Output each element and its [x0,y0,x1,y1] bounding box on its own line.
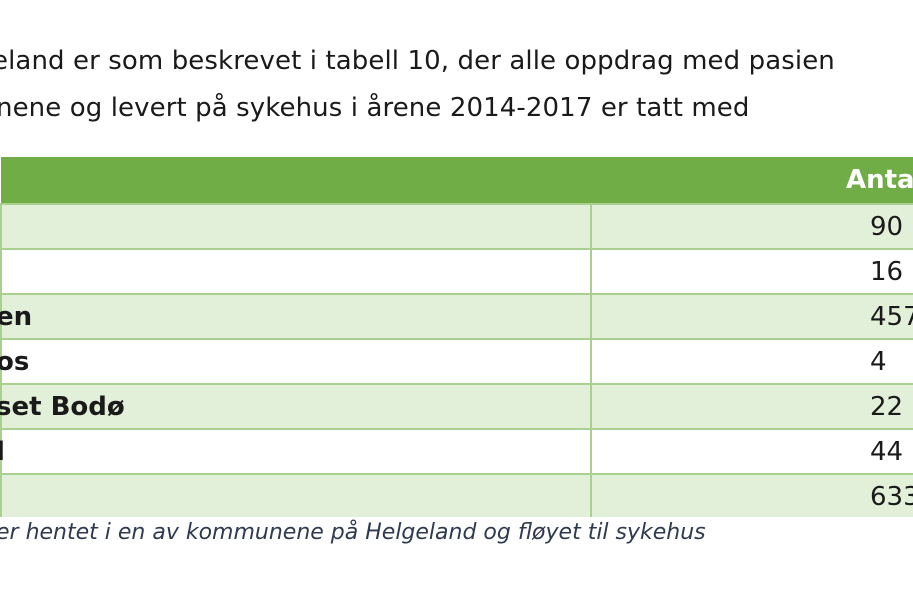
header-cell-name [1,157,591,204]
table-row: 16 [0,248,913,295]
table-row: en 457 [0,293,913,340]
row-name: l [0,436,5,467]
data-table-container: Anta 90 16 en 457 os 4 set Bodø 22 [0,157,913,517]
footnote-text: er hentet i en av kommunene på Helgeland… [0,520,706,545]
intro-line-1: eland er som beskrevet i tabell 10, der … [0,46,835,76]
table-row: l 44 [0,428,913,475]
row-name: set Bodø [0,391,125,422]
data-table: Anta 90 16 en 457 os 4 set Bodø 22 [0,157,913,517]
intro-line-2: nene og levert på sykehus i årene 2014-2… [0,93,750,123]
row-value: 22 [590,383,913,430]
row-value: 4 [590,338,913,385]
row-value: 457 [590,293,913,340]
row-value: 44 [590,428,913,475]
intro-paragraph: eland er som beskrevet i tabell 10, der … [0,38,835,132]
row-value: 90 [590,203,913,250]
table-row: os 4 [0,338,913,385]
header-cell-count: Anta [846,165,913,195]
row-value: 633 [590,473,913,517]
table-header-row: Anta [1,157,913,204]
table-row-total: 633 [0,473,913,517]
row-name: os [0,346,30,377]
table-footnote: er hentet i en av kommunene på Helgeland… [0,520,706,545]
row-name: en [0,301,33,332]
table-row: set Bodø 22 [0,383,913,430]
table-row: 90 [0,203,913,250]
row-value: 16 [590,248,913,295]
